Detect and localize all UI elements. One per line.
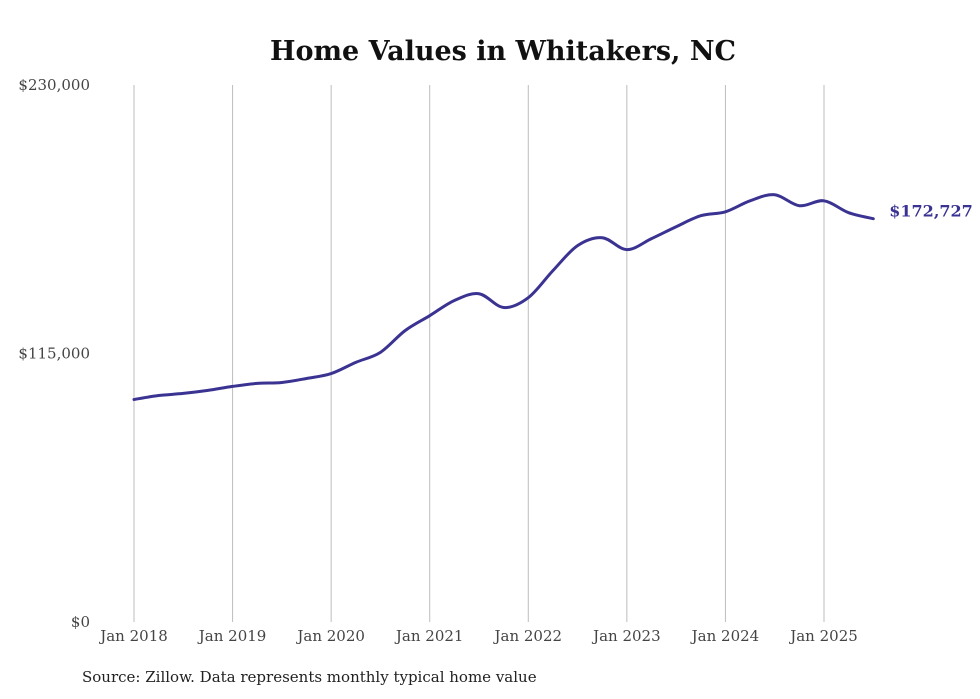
- x-tick-label: Jan 2025: [788, 627, 858, 645]
- x-tick-label: Jan 2022: [493, 627, 563, 645]
- x-tick-label: Jan 2018: [98, 627, 168, 645]
- source-note: Source: Zillow. Data represents monthly …: [82, 668, 537, 686]
- x-tick-label: Jan 2023: [591, 627, 661, 645]
- chart-title: Home Values in Whitakers, NC: [270, 36, 736, 67]
- x-tick-label: Jan 2019: [197, 627, 267, 645]
- x-tick-label: Jan 2020: [295, 627, 365, 645]
- y-tick-label: $115,000: [18, 345, 90, 363]
- x-tick-label: Jan 2024: [690, 627, 760, 645]
- end-value-label: $172,727: [889, 202, 973, 221]
- y-tick-label: $0: [71, 613, 90, 631]
- y-tick-label: $230,000: [18, 76, 90, 94]
- series-line: [132, 193, 875, 401]
- x-tick-label: Jan 2021: [394, 627, 464, 645]
